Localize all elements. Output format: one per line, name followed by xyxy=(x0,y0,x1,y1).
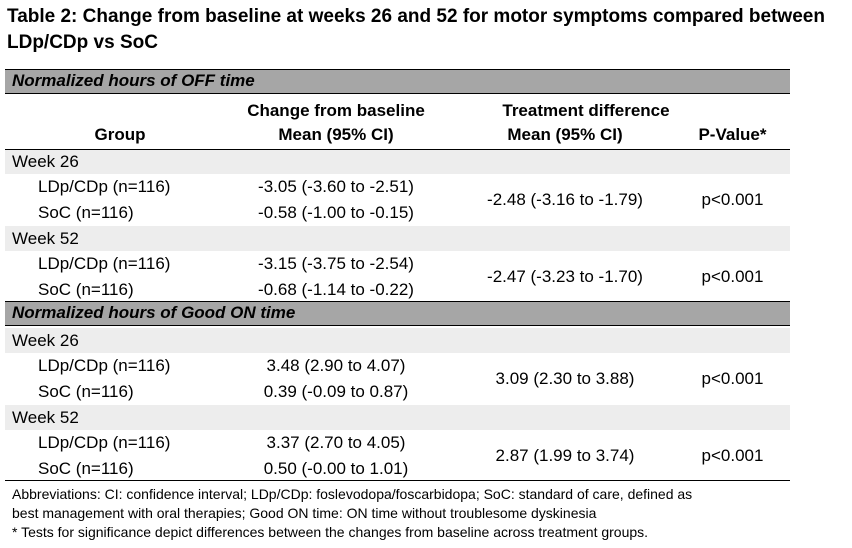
group-cell: LDp/CDp (n=116) xyxy=(38,433,171,452)
group-cell: LDp/CDp (n=116) xyxy=(38,254,171,273)
table-rule xyxy=(5,325,790,326)
header-pvalue: P-Value* xyxy=(698,125,767,144)
pvalue-cell: p<0.001 xyxy=(701,267,764,286)
week-row: Week 52 xyxy=(5,226,790,251)
change-cell: -3.05 (-3.60 to -2.51) xyxy=(258,177,414,196)
header-diff-line2: Mean (95% CI) xyxy=(507,125,623,144)
table-rule xyxy=(5,301,790,302)
footnote-significance: * Tests for significance depict differen… xyxy=(12,524,649,540)
group-cell: LDp/CDp (n=116) xyxy=(38,356,171,375)
treatment-diff-cell: 3.09 (2.30 to 3.88) xyxy=(495,369,635,388)
pvalue-cell: p<0.001 xyxy=(701,369,764,388)
change-cell: -0.58 (-1.00 to -0.15) xyxy=(258,203,414,222)
week-label: Week 26 xyxy=(12,152,79,171)
section-label: Normalized hours of Good ON time xyxy=(12,303,296,322)
header-group: Group xyxy=(94,125,146,144)
table-rule xyxy=(5,93,790,94)
week-row: Week 52 xyxy=(5,405,790,430)
change-cell: 3.37 (2.70 to 4.05) xyxy=(266,433,406,452)
header-change-line1: Change from baseline xyxy=(247,101,425,120)
treatment-diff-cell: -2.48 (-3.16 to -1.79) xyxy=(487,190,643,209)
week-label: Week 26 xyxy=(12,331,79,350)
pvalue-cell: p<0.001 xyxy=(701,446,764,465)
group-cell: SoC (n=116) xyxy=(38,382,134,401)
change-cell: 0.39 (-0.09 to 0.87) xyxy=(263,382,409,401)
footnotes: Abbreviations: CI: confidence interval; … xyxy=(12,485,847,542)
table-rule-bottom xyxy=(5,480,790,481)
treatment-diff-cell: 2.87 (1.99 to 3.74) xyxy=(495,446,635,465)
change-cell: 3.48 (2.90 to 4.07) xyxy=(266,356,406,375)
week-label: Week 52 xyxy=(12,229,79,248)
section-header-off-time: Normalized hours of OFF time xyxy=(5,69,790,93)
pvalue-cell: p<0.001 xyxy=(701,190,764,209)
group-cell: SoC (n=116) xyxy=(38,280,134,299)
table-rule xyxy=(5,149,790,150)
group-cell: LDp/CDp (n=116) xyxy=(38,177,171,196)
header-change-line2: Mean (95% CI) xyxy=(278,125,394,144)
section-label: Normalized hours of OFF time xyxy=(12,71,255,90)
week-row: Week 26 xyxy=(5,149,790,174)
table-title: Table 2: Change from baseline at weeks 2… xyxy=(7,6,825,53)
week-label: Week 52 xyxy=(12,408,79,427)
footnote-abbreviations-cont: best management with oral therapies; Goo… xyxy=(12,505,597,521)
footnote-abbreviations: Abbreviations: CI: confidence interval; … xyxy=(12,486,693,502)
change-cell: -0.68 (-1.14 to -0.22) xyxy=(258,280,414,299)
group-cell: SoC (n=116) xyxy=(38,459,134,478)
table-rule-top xyxy=(5,69,790,70)
section-header-good-on-time: Normalized hours of Good ON time xyxy=(5,301,790,325)
week-row: Week 26 xyxy=(5,328,790,353)
group-cell: SoC (n=116) xyxy=(38,203,134,222)
header-diff-line1: Treatment difference xyxy=(502,101,670,120)
change-cell: -3.15 (-3.75 to -2.54) xyxy=(258,254,414,273)
change-cell: 0.50 (-0.00 to 1.01) xyxy=(263,459,409,478)
treatment-diff-cell: -2.47 (-3.23 to -1.70) xyxy=(487,267,643,286)
